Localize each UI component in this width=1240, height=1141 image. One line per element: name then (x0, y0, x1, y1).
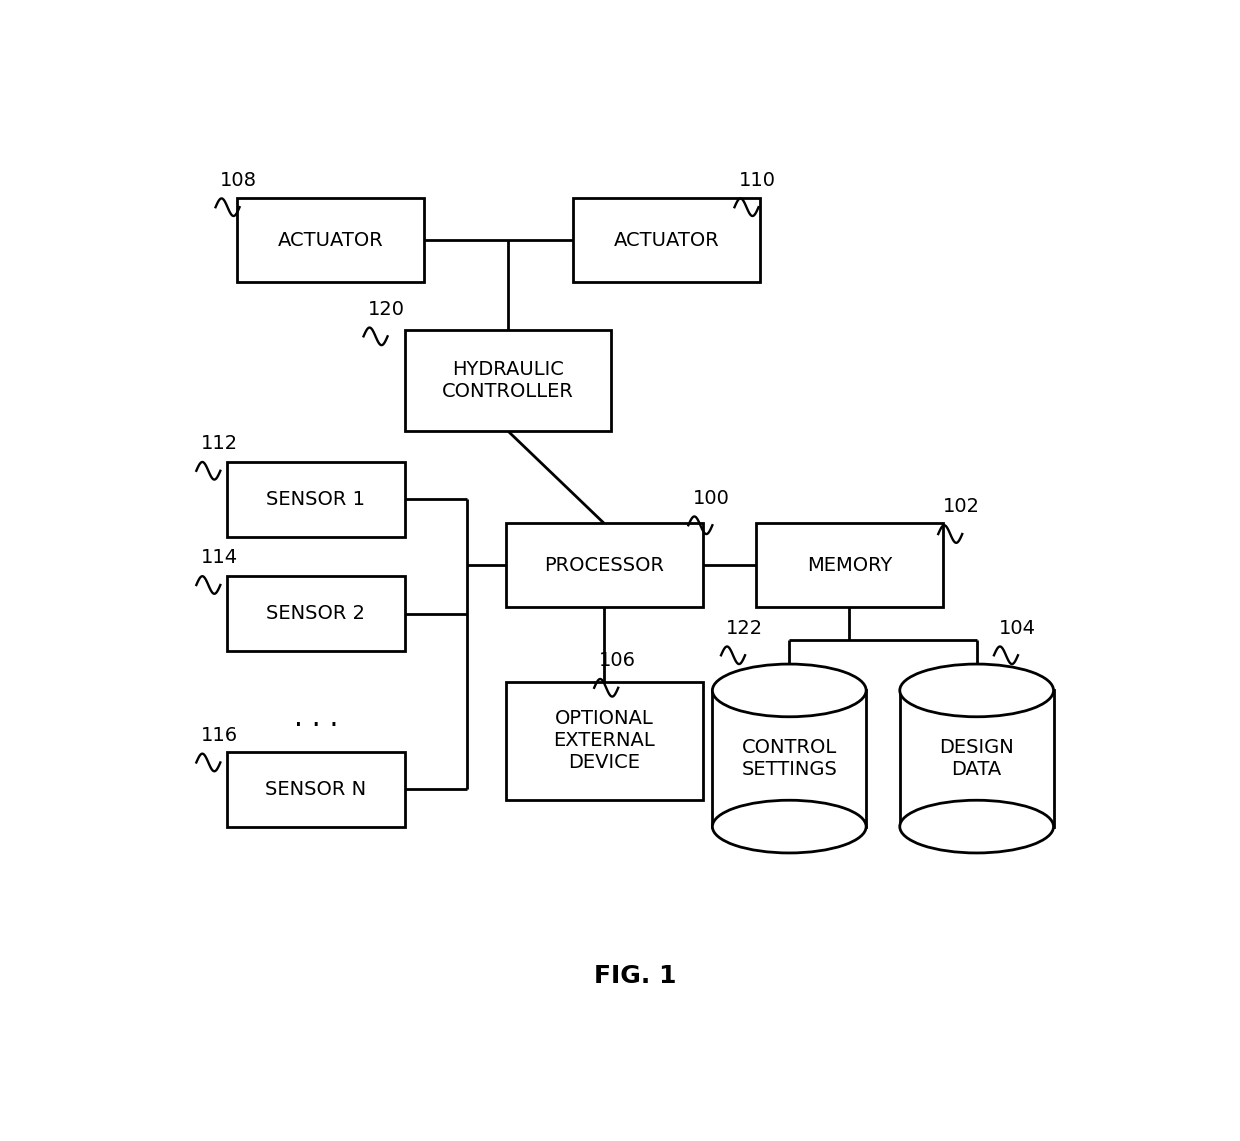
Text: MEMORY: MEMORY (807, 556, 892, 575)
Text: 106: 106 (599, 652, 636, 670)
Text: SENSOR 2: SENSOR 2 (267, 604, 366, 623)
Text: CONTROL
SETTINGS: CONTROL SETTINGS (742, 738, 837, 779)
FancyBboxPatch shape (506, 524, 703, 607)
FancyBboxPatch shape (227, 752, 404, 826)
FancyBboxPatch shape (227, 576, 404, 650)
Text: 104: 104 (998, 618, 1035, 638)
Ellipse shape (712, 664, 866, 717)
Text: HYDRAULIC
CONTROLLER: HYDRAULIC CONTROLLER (443, 361, 574, 402)
Text: 122: 122 (725, 618, 763, 638)
Text: ACTUATOR: ACTUATOR (614, 230, 719, 250)
Text: 102: 102 (942, 497, 980, 517)
Text: 120: 120 (368, 300, 405, 318)
Text: 100: 100 (693, 488, 730, 508)
Text: OPTIONAL
EXTERNAL
DEVICE: OPTIONAL EXTERNAL DEVICE (553, 710, 655, 772)
Text: 116: 116 (201, 726, 238, 745)
Polygon shape (900, 690, 1054, 826)
FancyBboxPatch shape (227, 462, 404, 536)
Text: 112: 112 (201, 435, 238, 453)
FancyBboxPatch shape (404, 330, 611, 431)
Text: 114: 114 (201, 549, 238, 567)
Text: SENSOR 1: SENSOR 1 (267, 489, 366, 509)
Text: · · ·: · · · (294, 712, 339, 739)
Text: ACTUATOR: ACTUATOR (278, 230, 383, 250)
FancyBboxPatch shape (755, 524, 944, 607)
FancyBboxPatch shape (573, 199, 760, 282)
Text: 110: 110 (739, 171, 776, 189)
Text: 108: 108 (221, 171, 258, 189)
Ellipse shape (900, 800, 1054, 853)
Text: DESIGN
DATA: DESIGN DATA (939, 738, 1014, 779)
FancyBboxPatch shape (237, 199, 424, 282)
Text: PROCESSOR: PROCESSOR (544, 556, 665, 575)
Text: FIG. 1: FIG. 1 (594, 964, 677, 988)
Ellipse shape (712, 800, 866, 853)
Ellipse shape (900, 664, 1054, 717)
Text: SENSOR N: SENSOR N (265, 779, 367, 799)
Polygon shape (713, 690, 866, 826)
FancyBboxPatch shape (506, 681, 703, 800)
